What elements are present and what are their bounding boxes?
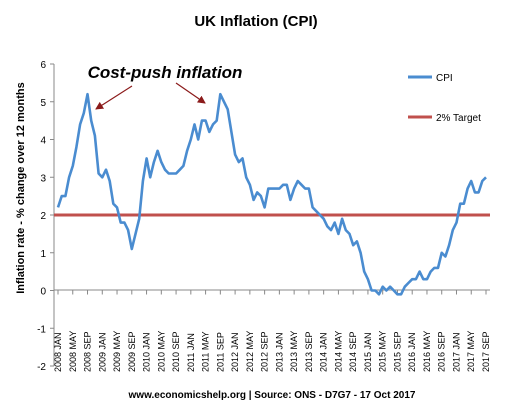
y-tick-label: 2	[40, 211, 46, 222]
x-tick-label: 2012 JAN	[230, 332, 240, 372]
x-tick-label: 2013 SEP	[304, 331, 314, 372]
x-tick-label: 2010 MAY	[156, 331, 166, 372]
x-tick-label: 2014 MAY	[333, 331, 343, 372]
annotation: Cost-push inflation	[88, 63, 243, 110]
x-tick-label: 2015 JAN	[363, 332, 373, 372]
cpi-series-line	[56, 92, 487, 296]
y-tick-label: 5	[40, 98, 46, 109]
x-tick-label: 2009 SEP	[127, 331, 137, 372]
x-tick-label: 2014 JAN	[319, 332, 329, 372]
x-tick-label: 2017 MAY	[466, 331, 476, 372]
x-tick-label: 2017 JAN	[451, 332, 461, 372]
x-tick-label: 2016 JAN	[407, 332, 417, 372]
x-tick-label: 2008 MAY	[68, 331, 78, 372]
y-tick-label: -1	[37, 324, 46, 335]
legend-label-cpi: CPI	[436, 73, 453, 84]
x-tick-label: 2013 JAN	[274, 332, 284, 372]
y-tick-label: 6	[40, 60, 46, 71]
x-tick-label: 2013 MAY	[289, 331, 299, 372]
chart-title: UK Inflation (CPI)	[194, 13, 317, 30]
x-tick-label: 2012 MAY	[245, 331, 255, 372]
y-axis-ticks: -2 -1 0 1 2 3 4 5 6	[37, 60, 54, 373]
x-tick-label: 2011 SEP	[215, 332, 225, 372]
x-tick-label: 2015 MAY	[378, 331, 388, 372]
y-tick-label: 0	[40, 287, 46, 298]
x-tick-label: 2014 SEP	[348, 331, 358, 372]
y-tick-label: -2	[37, 362, 46, 373]
x-tick-label: 2010 JAN	[142, 332, 152, 372]
annotation-arrow-left	[95, 85, 133, 110]
x-axis-ticks: 2008 JAN 2008 MAY 2008 SEP 2009 JAN 2009 MAY…	[53, 290, 491, 372]
y-axis-label: Inflation rate - % change over 12 months	[15, 82, 27, 294]
x-tick-label: 2009 JAN	[97, 332, 107, 372]
x-tick-label: 2012 SEP	[260, 331, 270, 372]
y-tick-label: 1	[40, 249, 46, 260]
x-tick-label: 2016 MAY	[422, 331, 432, 372]
x-tick-label: 2017 SEP	[481, 331, 491, 372]
x-tick-label: 2016 SEP	[437, 331, 447, 372]
legend: CPI 2% Target	[408, 73, 481, 124]
legend-label-target: 2% Target	[436, 113, 481, 124]
source-note: www.economicshelp.org | Source: ONS - D7…	[128, 390, 416, 401]
x-tick-label: 2008 JAN	[53, 332, 63, 372]
x-tick-label: 2011 JAN	[186, 333, 196, 372]
x-tick-label: 2015 SEP	[392, 331, 402, 372]
annotation-arrow-right	[175, 82, 206, 104]
x-tick-label: 2008 SEP	[83, 331, 93, 372]
x-tick-label: 2011 MAY	[201, 331, 211, 372]
x-tick-label: 2009 MAY	[112, 331, 122, 372]
annotation-text: Cost-push inflation	[88, 63, 243, 82]
y-tick-label: 4	[40, 136, 46, 147]
y-tick-label: 3	[40, 173, 46, 184]
x-tick-label: 2010 SEP	[171, 331, 181, 372]
